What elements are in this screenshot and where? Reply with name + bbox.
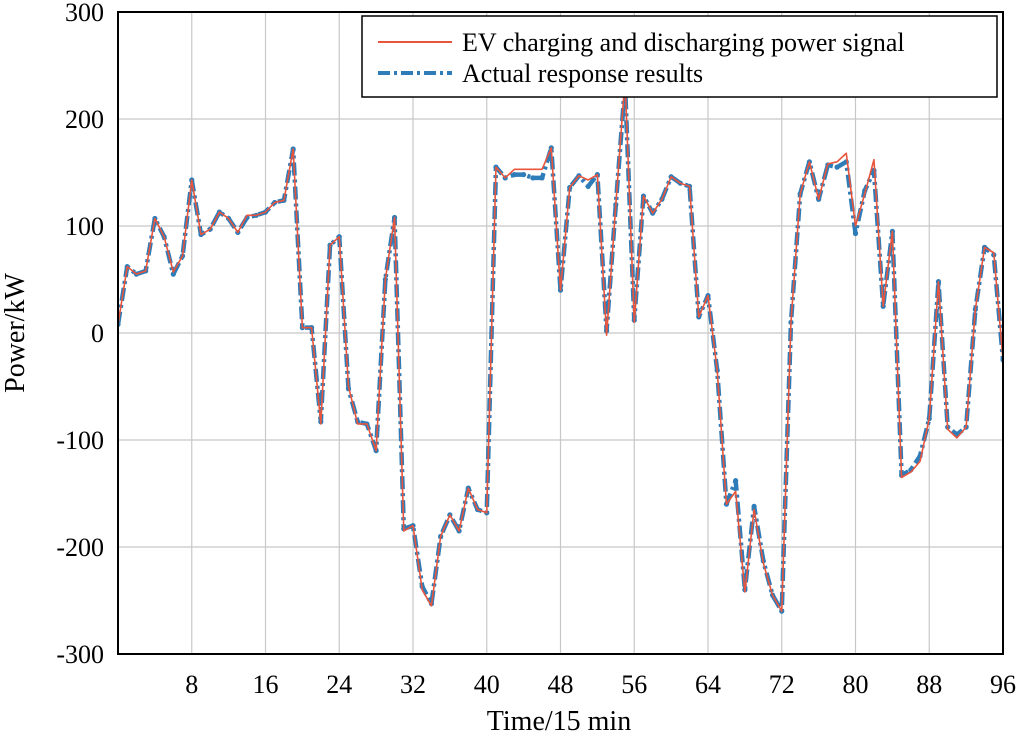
x-tick-label: 88 (916, 670, 942, 699)
x-tick-label: 8 (185, 670, 198, 699)
y-tick-label: -300 (56, 640, 104, 669)
x-tick-label: 48 (548, 670, 574, 699)
x-tick-label: 56 (621, 670, 647, 699)
x-tick-label: 72 (769, 670, 795, 699)
actual-response-point (852, 230, 859, 237)
actual-response-point (834, 164, 840, 170)
legend-label-signal: EV charging and discharging power signal (462, 28, 905, 57)
series-line-power-signal (118, 77, 1003, 613)
series-group (118, 77, 1003, 614)
legend-label-response: Actual response results (462, 59, 703, 88)
actual-response-point (530, 175, 536, 181)
x-tick-label: 40 (474, 670, 500, 699)
x-tick-label: 96 (990, 670, 1016, 699)
grid (118, 12, 1003, 654)
x-axis-title: Time/15 min (487, 706, 631, 737)
actual-response-point (539, 175, 545, 181)
y-tick-label: 0 (91, 319, 104, 348)
plot-frame (117, 11, 1004, 655)
ticks: 8 16 24 32 40 48 56 64 72 80 88 96 -300 -200 -100 0 100 2… (56, 0, 1016, 699)
y-tick-label: 100 (65, 212, 104, 241)
x-tick-label: 16 (253, 670, 279, 699)
actual-response-point (521, 172, 527, 178)
actual-response-point (585, 183, 591, 190)
y-tick-label: -100 (56, 426, 104, 455)
x-tick-label: 24 (326, 670, 352, 699)
y-tick-label: 200 (65, 105, 104, 134)
actual-response-point (733, 478, 739, 484)
actual-response-point (751, 503, 757, 509)
x-tick-label: 64 (695, 670, 721, 699)
x-tick-label: 80 (843, 670, 869, 699)
legend-box (361, 15, 998, 98)
x-tick-label: 32 (400, 670, 426, 699)
legend: EV charging and discharging power signal… (361, 15, 998, 98)
series-clip (118, 77, 1003, 614)
y-axis-title: Power/kW (0, 273, 31, 393)
y-tick-label: -200 (56, 533, 104, 562)
y-tick-label: 300 (65, 0, 104, 27)
actual-response-point (170, 271, 176, 277)
actual-response-point (511, 172, 518, 178)
